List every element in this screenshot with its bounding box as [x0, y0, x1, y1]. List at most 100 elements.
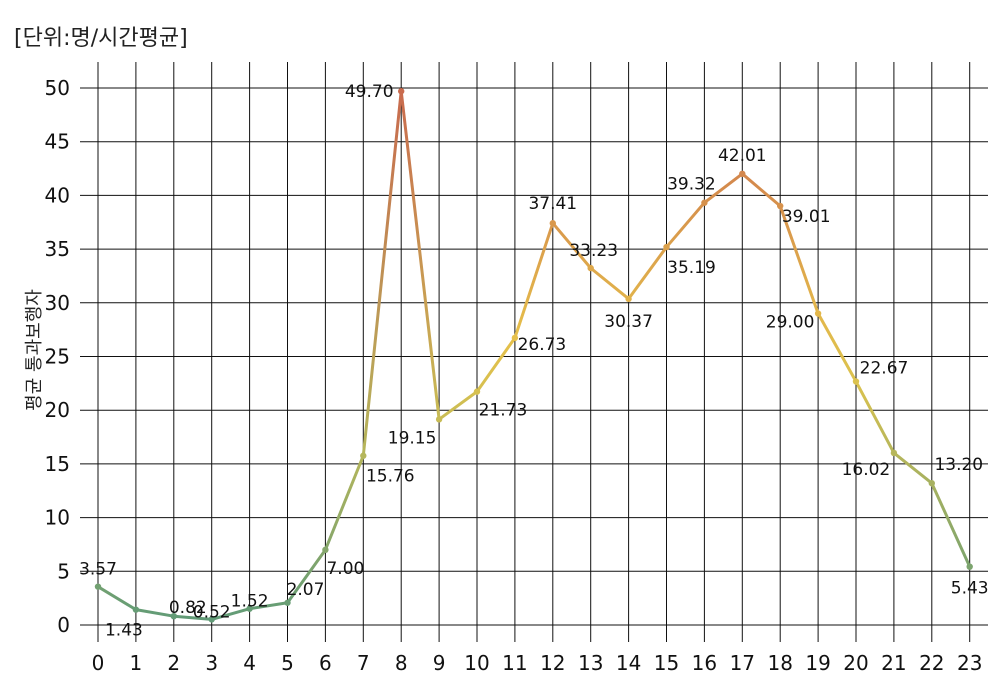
- data-label: 2.07: [287, 580, 325, 600]
- x-tick-label: 13: [578, 651, 603, 675]
- x-tick-label: 23: [957, 651, 982, 675]
- data-point: [814, 310, 822, 317]
- data-label: 0.52: [193, 602, 231, 622]
- y-tick-label: 5: [57, 559, 70, 583]
- data-point: [549, 220, 556, 227]
- data-label: 16.02: [842, 460, 891, 480]
- data-point: [284, 599, 291, 606]
- data-point: [777, 202, 784, 210]
- y-axis-title: 평균 통과보행자: [24, 289, 45, 411]
- data-label: 5.43: [951, 579, 989, 599]
- series-segment: [589, 266, 631, 301]
- series-segment: [551, 221, 593, 270]
- y-tick-label: 30: [45, 291, 70, 315]
- series-segment: [248, 601, 289, 611]
- x-tick-label: 8: [395, 651, 408, 675]
- series-segment: [627, 245, 668, 301]
- data-label: 39.01: [782, 207, 831, 227]
- x-tick-label: 16: [692, 651, 717, 675]
- series-segment: [286, 548, 327, 605]
- data-point: [511, 334, 519, 342]
- grid: [80, 62, 988, 642]
- x-tick-label: 4: [243, 651, 256, 675]
- data-label: 0.82: [169, 598, 207, 618]
- series-segment: [172, 614, 214, 621]
- series-segment: [665, 201, 706, 249]
- series-segment: [210, 607, 252, 621]
- x-tick-label: 17: [730, 651, 755, 675]
- series-segment: [437, 390, 479, 421]
- unit-label: [단위:명/시간평균]: [14, 26, 188, 51]
- x-tick-label: 11: [502, 651, 527, 675]
- data-label: 37.41: [528, 194, 577, 214]
- x-tick-label: 19: [805, 651, 830, 675]
- data-label: 22.67: [860, 359, 909, 379]
- x-tick-labels: 0 1 2 3 4 5 6 7 8 9 10 11 12 13 14 15 16 17 18 19 20 21 22 23: [92, 651, 983, 675]
- data-point: [473, 388, 481, 395]
- x-tick-label: 22: [919, 651, 944, 675]
- x-tick-label: 10: [464, 651, 489, 675]
- data-point: [246, 605, 253, 612]
- x-tick-label: 3: [205, 651, 218, 675]
- y-tick-label: 40: [45, 183, 70, 207]
- data-point: [132, 606, 140, 613]
- series-segment: [475, 336, 517, 394]
- x-tick-label: 0: [92, 651, 105, 675]
- series-segment: [361, 89, 403, 458]
- x-tick-label: 12: [540, 651, 565, 675]
- data-point: [587, 264, 594, 272]
- data-label: 49.70: [345, 82, 394, 102]
- y-tick-label: 20: [45, 398, 70, 422]
- series-segment: [134, 608, 176, 618]
- series-segment: [399, 89, 441, 421]
- data-label: 30.37: [604, 312, 653, 332]
- series-segment: [702, 172, 744, 205]
- x-tick-label: 14: [616, 651, 641, 675]
- data-label: 21.73: [479, 401, 528, 421]
- data-label: 1.52: [231, 592, 269, 612]
- series-segment: [740, 172, 782, 208]
- data-label: 42.01: [718, 146, 767, 166]
- data-point: [890, 449, 898, 457]
- data-point: [739, 170, 746, 178]
- data-point: [322, 546, 329, 554]
- data-label: 19.15: [388, 428, 437, 448]
- data-point: [701, 199, 708, 206]
- series-segment: [930, 481, 972, 569]
- y-tick-labels: 0 5 10 15 20 25 30 35 40 45 50: [45, 76, 70, 637]
- data-label: 26.73: [518, 335, 567, 355]
- x-tick-label: 15: [654, 651, 679, 675]
- data-points: [94, 88, 973, 623]
- data-point: [208, 616, 215, 623]
- y-tick-label: 15: [45, 452, 70, 476]
- x-tick-label: 9: [433, 651, 446, 675]
- data-label: 35.19: [667, 258, 716, 278]
- x-tick-label: 20: [843, 651, 868, 675]
- data-label: 15.76: [366, 467, 415, 487]
- data-point: [966, 563, 973, 570]
- data-point: [398, 88, 405, 95]
- data-label: 39.32: [667, 175, 716, 195]
- y-tick-label: 10: [45, 506, 70, 530]
- data-point: [852, 378, 860, 385]
- data-point: [94, 583, 102, 590]
- y-tick-label: 0: [57, 613, 70, 637]
- x-tick-label: 2: [167, 651, 180, 675]
- data-label: 3.57: [79, 560, 117, 580]
- x-tick-label: 5: [281, 651, 294, 675]
- y-tick-label: 45: [45, 130, 70, 154]
- series-line: [96, 89, 972, 621]
- data-labels: 3.57 1.43 0.820.521.52 2.077.00 15.76 49.70 19…: [79, 82, 989, 640]
- x-tick-label: 6: [319, 651, 332, 675]
- data-label: 33.23: [569, 241, 618, 261]
- y-tick-label: 35: [45, 237, 70, 261]
- data-label: 13.20: [934, 455, 983, 475]
- data-point: [663, 243, 670, 251]
- data-point: [625, 295, 632, 303]
- data-point: [928, 480, 935, 487]
- series-segment: [96, 585, 138, 612]
- data-label: 7.00: [326, 559, 364, 579]
- series-segment: [323, 454, 365, 552]
